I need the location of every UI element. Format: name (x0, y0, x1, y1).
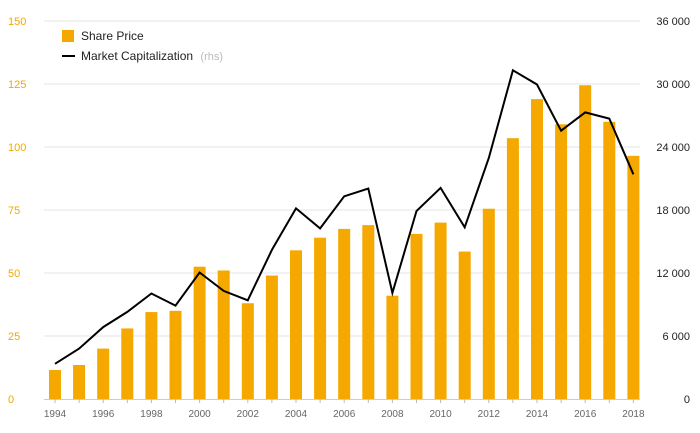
legend-label-market-cap-name: Market Capitalization (81, 49, 193, 63)
bar-share-price-2003 (265, 275, 278, 399)
bar-share-price-2012 (482, 208, 495, 399)
x-tick-label: 2006 (333, 409, 356, 420)
bar-share-price-1998 (145, 312, 158, 399)
x-tick-label: 2016 (574, 409, 597, 420)
x-tick-label: 1998 (140, 409, 163, 420)
y-right-tick-label: 30 000 (656, 79, 690, 91)
axes: 0 25 50 75 100 125 150 0 6 000 12 000 18 000 24 000… (8, 16, 690, 420)
y-right-tick-label: 6 000 (662, 331, 690, 343)
y-right-tick-label: 12 000 (656, 268, 690, 280)
bar-share-price-2011 (458, 251, 471, 399)
bar-share-price-2015 (555, 124, 568, 399)
bar-share-price-2017 (603, 121, 616, 400)
y-right-tick-label: 0 (684, 394, 690, 406)
y-right-tick-label: 18 000 (656, 205, 690, 217)
bar-share-price-2004 (290, 250, 302, 399)
x-tick-label: 2008 (381, 409, 404, 420)
legend-label-share-price: Share Price (81, 29, 144, 43)
bar-share-price-2010 (434, 222, 447, 399)
bar-share-price-2000 (193, 266, 206, 399)
x-tick-label: 2012 (478, 409, 501, 420)
y-left-tick-label: 0 (8, 394, 14, 406)
legend-label-market-cap-suffix: (rhs) (200, 51, 223, 63)
bar-share-price-2014 (531, 99, 543, 400)
y-left-tick-label: 125 (8, 79, 26, 91)
bar-share-price-1997 (121, 328, 134, 399)
x-tick-label: 1996 (92, 409, 115, 420)
bar-share-price-2016 (579, 85, 592, 399)
legend-swatch-share-price (62, 30, 74, 42)
y-left-tick-label: 150 (8, 16, 26, 28)
x-tick-label: 2002 (237, 409, 260, 420)
x-tick-label: 2014 (526, 409, 549, 420)
y-right-tick-label: 36 000 (656, 16, 690, 28)
legend: Share Price Market Capitalization (rhs) (62, 29, 223, 63)
bar-share-price-1994 (49, 370, 61, 399)
x-tick-label: 1994 (44, 409, 67, 420)
bar-share-price-2007 (362, 225, 375, 399)
line-market-cap (54, 68, 635, 365)
y-left-tick-label: 75 (8, 205, 20, 217)
y-left-tick-label: 25 (8, 331, 20, 343)
bar-share-price-1995 (73, 364, 86, 399)
y-right-tick-label: 24 000 (656, 142, 690, 154)
x-tick-label: 2010 (429, 409, 452, 420)
y-left-tick-label: 100 (8, 142, 26, 154)
x-tick-label: 2018 (622, 409, 645, 420)
bar-share-price-2018 (627, 155, 640, 399)
share-price-bars (49, 85, 640, 400)
bar-share-price-1996 (97, 348, 110, 399)
market-cap-line-layer (54, 68, 635, 365)
bar-share-price-2005 (314, 237, 327, 399)
y-left-tick-label: 50 (8, 268, 20, 280)
bar-share-price-2008 (386, 295, 399, 399)
x-tick-label: 2000 (188, 409, 211, 420)
bar-share-price-1999 (169, 310, 182, 399)
bar-share-price-2013 (506, 138, 519, 399)
bar-share-price-2002 (241, 303, 254, 399)
legend-label-market-cap: Market Capitalization (rhs) (81, 49, 223, 63)
bar-share-price-2001 (217, 270, 230, 399)
x-tick-label: 2004 (285, 409, 308, 420)
bar-share-price-2006 (338, 228, 351, 399)
bar-share-price-2009 (410, 233, 423, 399)
